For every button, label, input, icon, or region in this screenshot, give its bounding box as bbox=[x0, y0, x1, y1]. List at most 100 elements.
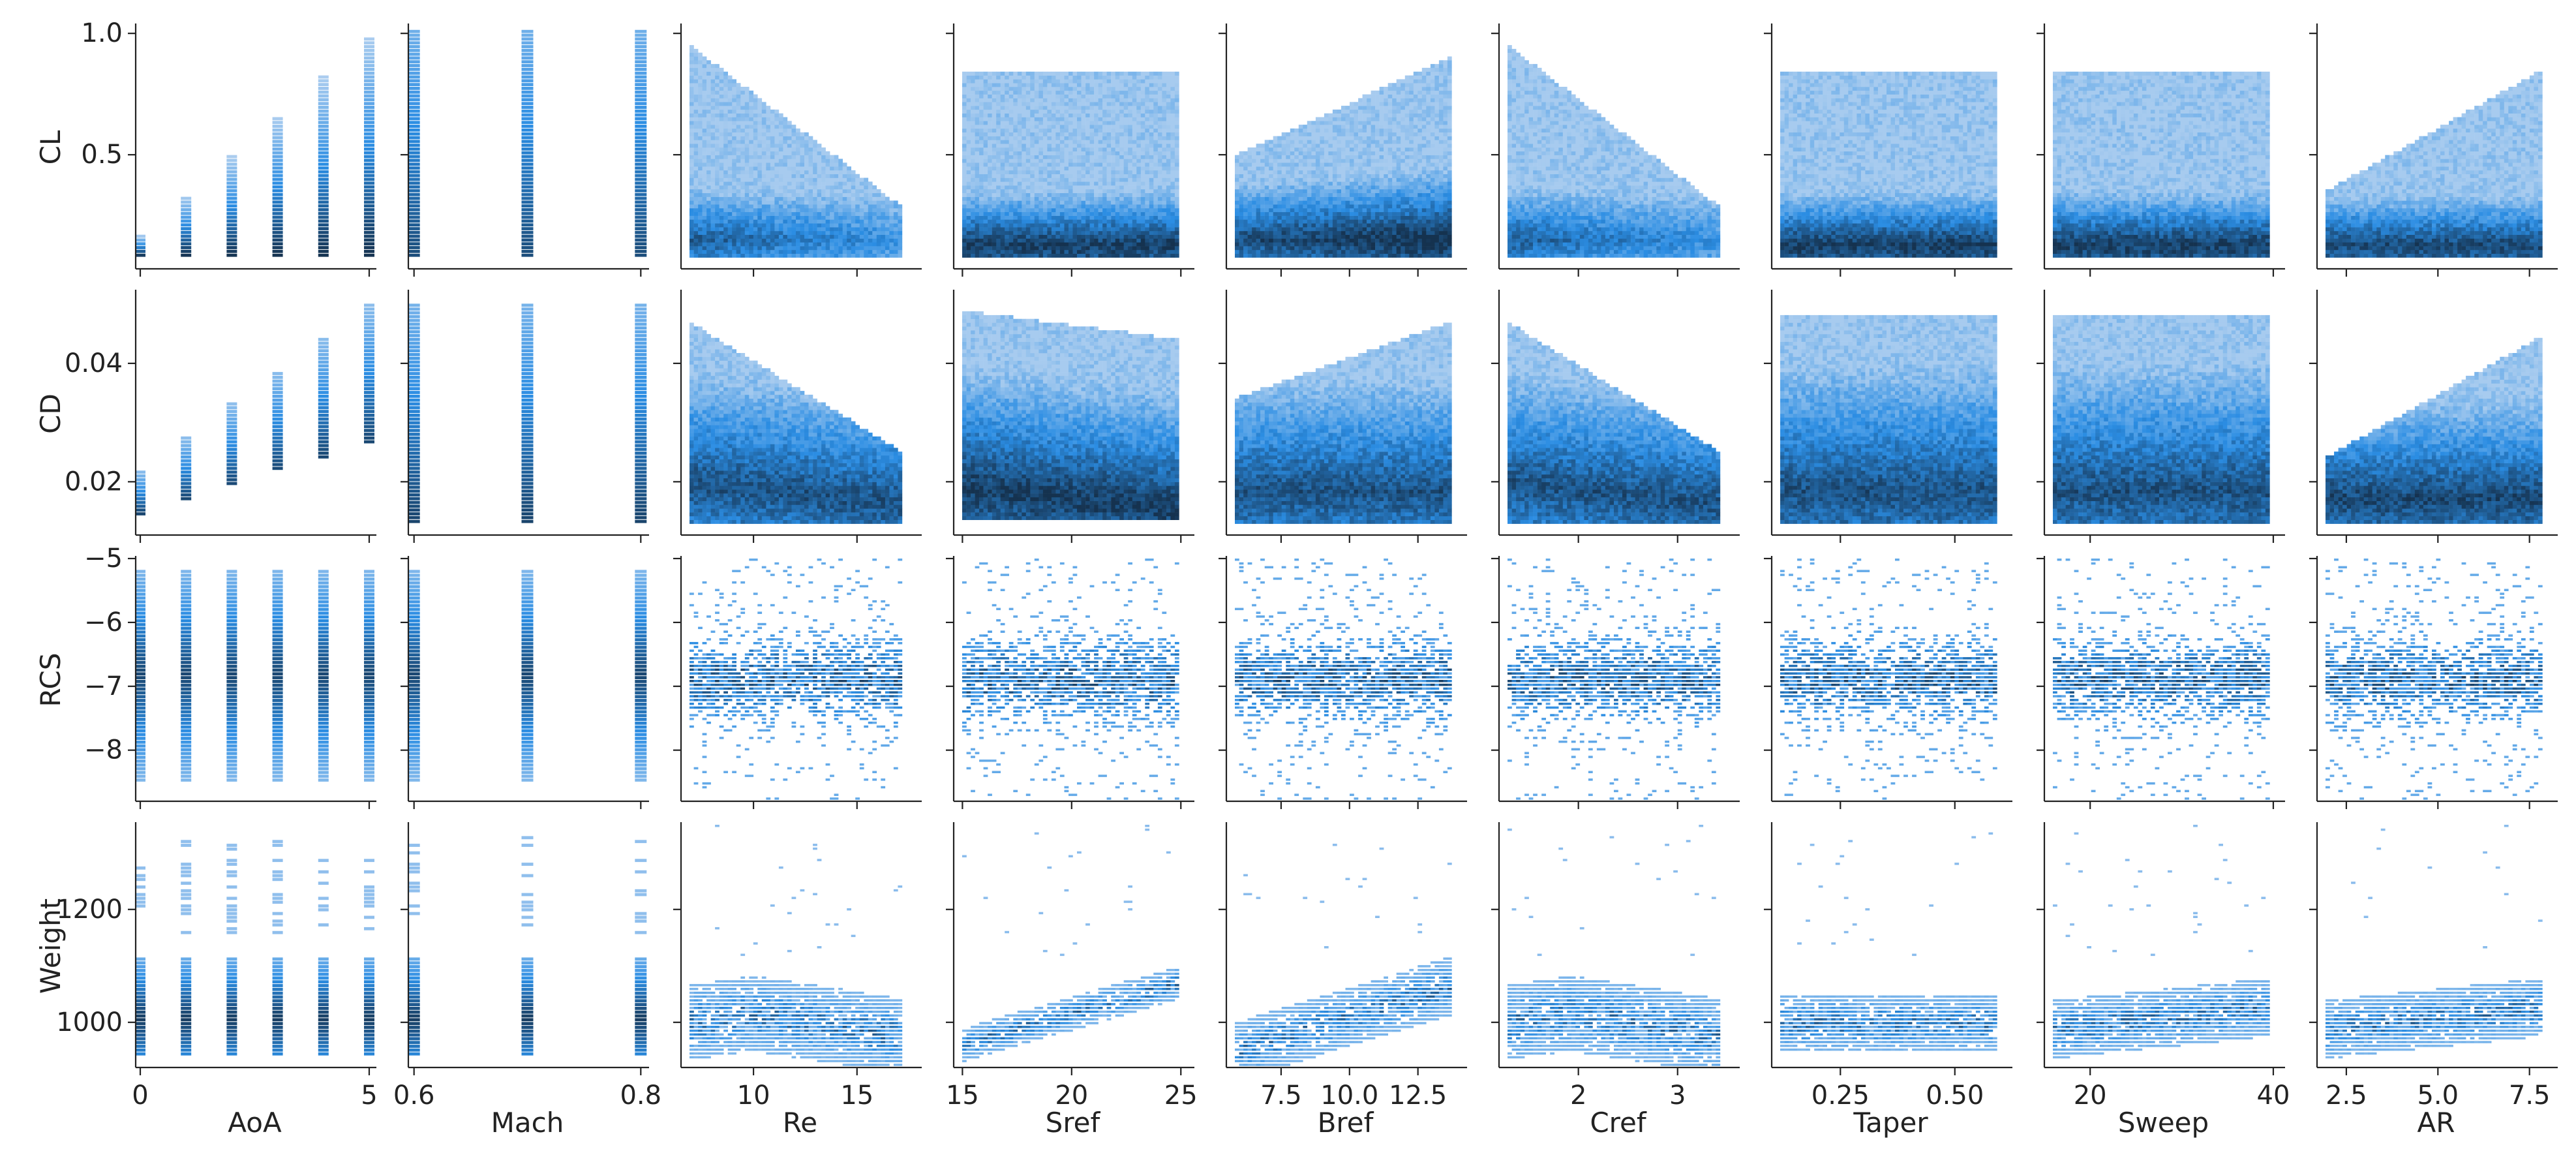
hist-bin bbox=[522, 185, 534, 189]
hist-bin bbox=[703, 79, 707, 83]
hist-bin bbox=[720, 193, 724, 197]
hist-bin bbox=[711, 181, 716, 185]
hist-bin bbox=[522, 208, 534, 211]
hist-bin bbox=[711, 106, 716, 110]
hist-bin bbox=[706, 114, 711, 117]
hist-bin bbox=[226, 178, 237, 181]
hist-bin bbox=[522, 53, 534, 56]
hist-bin bbox=[364, 185, 374, 189]
hist-bin bbox=[408, 45, 420, 48]
hist-bin bbox=[364, 250, 374, 253]
hist-bin bbox=[706, 204, 711, 208]
hist-bin bbox=[703, 170, 707, 174]
hist-bin bbox=[226, 174, 237, 177]
hist-bin bbox=[181, 235, 191, 238]
hist-bin bbox=[273, 181, 283, 185]
hist-bin bbox=[522, 170, 534, 174]
hist-bin bbox=[703, 181, 707, 185]
hist-bin bbox=[694, 49, 699, 53]
hist-bin bbox=[723, 239, 728, 243]
hist-bin bbox=[715, 147, 720, 151]
hist-bin bbox=[408, 91, 420, 94]
hist-bin bbox=[723, 117, 728, 121]
hist-bin bbox=[522, 242, 534, 245]
hist-bin bbox=[715, 193, 720, 197]
hist-bin bbox=[694, 174, 699, 178]
hist-bin bbox=[408, 64, 420, 67]
hist-bin bbox=[364, 170, 374, 174]
hist-bin bbox=[181, 242, 191, 245]
hist-bin bbox=[723, 197, 728, 201]
hist-bin bbox=[706, 95, 711, 99]
hist-bin bbox=[703, 174, 707, 178]
hist-bin bbox=[715, 204, 720, 208]
hist-bin bbox=[698, 246, 703, 250]
hist-bin bbox=[694, 136, 699, 140]
hist-bin bbox=[408, 125, 420, 128]
hist-bin bbox=[689, 151, 694, 155]
hist-bin bbox=[181, 246, 191, 249]
hist-bin bbox=[408, 53, 420, 56]
hist-bin bbox=[364, 204, 374, 207]
hist-bin bbox=[694, 235, 699, 239]
hist-bin bbox=[273, 178, 283, 181]
hist-bin bbox=[703, 166, 707, 170]
hist-bin bbox=[635, 204, 646, 207]
hist-bin bbox=[715, 250, 720, 254]
hist-bin bbox=[689, 129, 694, 132]
hist-bin bbox=[181, 227, 191, 230]
hist-bin bbox=[698, 189, 703, 193]
hist-bin bbox=[226, 219, 237, 223]
hist-bin bbox=[635, 144, 646, 147]
hist-bin bbox=[694, 95, 699, 99]
hist-bin bbox=[723, 204, 728, 208]
hist-bin bbox=[723, 219, 728, 223]
hist-bin bbox=[522, 136, 534, 140]
hist-bin bbox=[522, 239, 534, 242]
hist-bin bbox=[723, 140, 728, 144]
hist-bin bbox=[318, 76, 329, 79]
hist-bin bbox=[698, 170, 703, 174]
hist-bin bbox=[694, 87, 699, 91]
hist-bin bbox=[689, 174, 694, 178]
hist-bin bbox=[711, 132, 716, 136]
hist-bin bbox=[698, 83, 703, 87]
hist-bin bbox=[689, 239, 694, 243]
hist-bin bbox=[318, 254, 329, 257]
hist-bin bbox=[635, 159, 646, 162]
hist-bin bbox=[318, 102, 329, 105]
hist-bin bbox=[408, 204, 420, 207]
hist-bin bbox=[698, 166, 703, 170]
hist-bin bbox=[318, 166, 329, 170]
hist-bin bbox=[689, 193, 694, 197]
hist-bin bbox=[711, 102, 716, 106]
hist-bin bbox=[711, 147, 716, 151]
hist-bin bbox=[273, 254, 283, 257]
hist-bin bbox=[273, 219, 283, 223]
hist-bin bbox=[635, 117, 646, 121]
hist-bin bbox=[698, 151, 703, 155]
hist-bin bbox=[698, 227, 703, 231]
hist-bin bbox=[689, 216, 694, 220]
hist-bin bbox=[522, 254, 534, 257]
hist-bin bbox=[635, 200, 646, 204]
hist-bin bbox=[715, 121, 720, 125]
hist-bin bbox=[522, 140, 534, 143]
hist-bin bbox=[728, 231, 733, 235]
hist-bin bbox=[635, 242, 646, 245]
hist-bin bbox=[364, 68, 374, 71]
hist-bin bbox=[408, 235, 420, 238]
hist-bin bbox=[720, 235, 724, 239]
hist-bin bbox=[703, 102, 707, 106]
hist-bin bbox=[723, 200, 728, 204]
hist-bin bbox=[635, 185, 646, 189]
hist-bin bbox=[273, 166, 283, 170]
hist-bin bbox=[635, 136, 646, 140]
hist-panel-cl-vs-mach bbox=[408, 30, 647, 257]
hist-bin bbox=[728, 254, 733, 258]
hist-bin bbox=[703, 159, 707, 162]
hist-bin bbox=[706, 106, 711, 110]
hist-bin bbox=[364, 57, 374, 60]
hist-bin bbox=[711, 242, 716, 246]
hist-bin bbox=[635, 30, 646, 33]
